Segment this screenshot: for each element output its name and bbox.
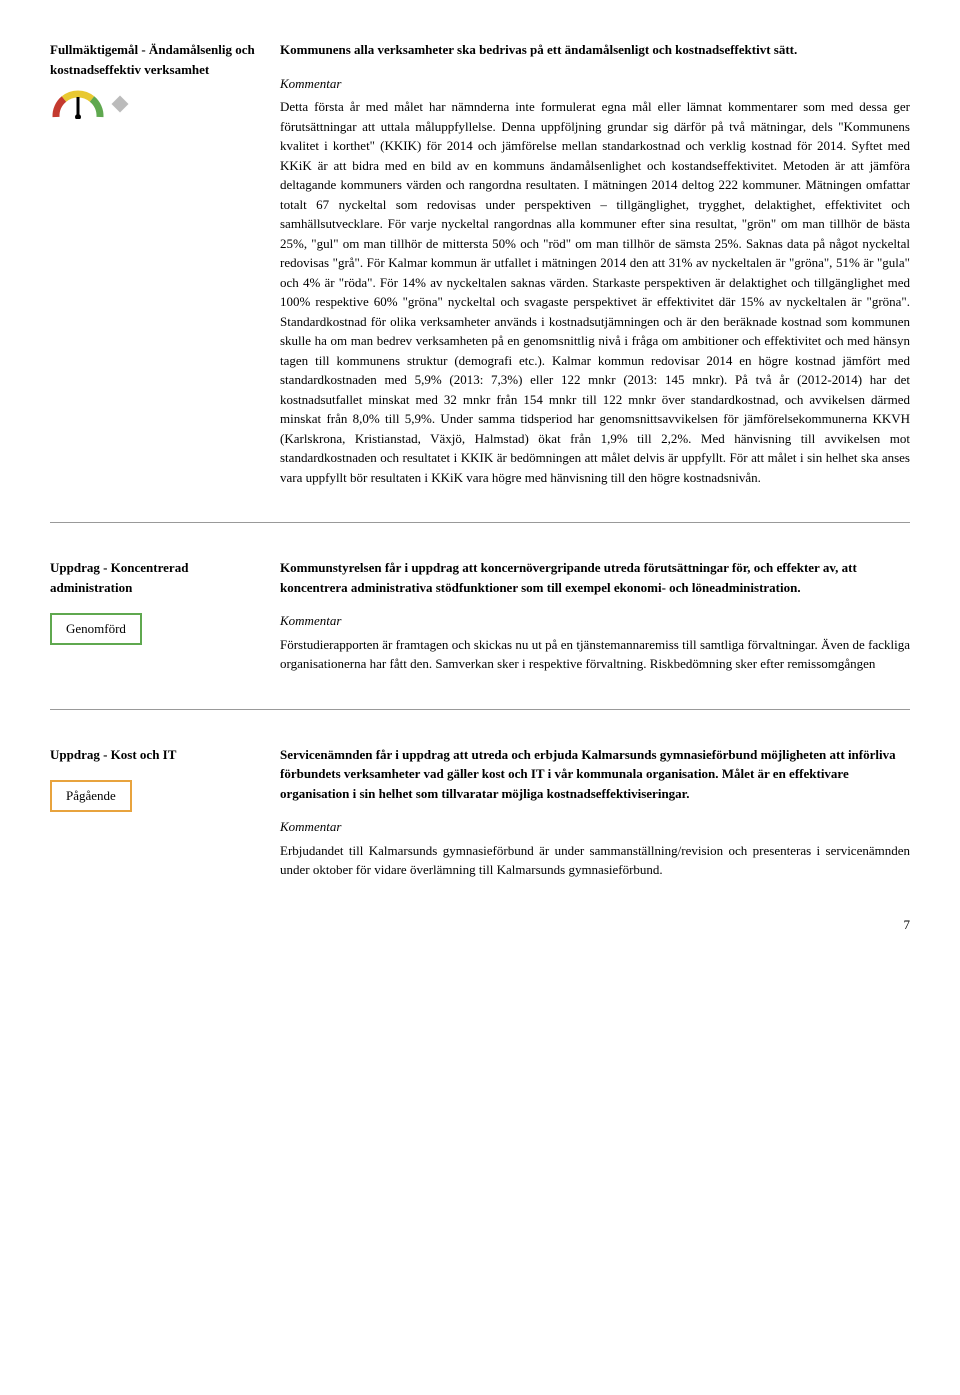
body-text: Förstudierapporten är framtagen och skic… [280, 635, 910, 674]
gauge-icon [50, 89, 106, 119]
right-column: Kommunens alla verksamheter ska bedrivas… [280, 40, 910, 487]
section-fullmaktigemal: Fullmäktigemål - Ändamålsenlig och kostn… [50, 40, 910, 487]
right-column: Kommunstyrelsen får i uppdrag att koncer… [280, 558, 910, 674]
section-title: Uppdrag - Kost och IT [50, 745, 260, 765]
intro-text: Kommunstyrelsen får i uppdrag att koncer… [280, 558, 910, 597]
divider [50, 522, 910, 523]
divider [50, 709, 910, 710]
section-koncentrerad: Uppdrag - Koncentrerad administration Ge… [50, 558, 910, 674]
intro-text: Servicenämnden får i uppdrag att utreda … [280, 745, 910, 804]
left-column: Uppdrag - Kost och IT Pågående [50, 745, 260, 880]
status-badge-genomford: Genomförd [50, 613, 142, 645]
body-text: Detta första år med målet har nämnderna … [280, 97, 910, 487]
section-title: Fullmäktigemål - Ändamålsenlig och kostn… [50, 40, 260, 79]
section-title: Uppdrag - Koncentrerad administration [50, 558, 260, 597]
diamond-marker [112, 96, 129, 113]
comment-label: Kommentar [280, 817, 910, 837]
page-number: 7 [50, 915, 910, 935]
comment-label: Kommentar [280, 611, 910, 631]
right-column: Servicenämnden får i uppdrag att utreda … [280, 745, 910, 880]
body-text: Erbjudandet till Kalmarsunds gymnasieför… [280, 841, 910, 880]
left-column: Uppdrag - Koncentrerad administration Ge… [50, 558, 260, 674]
gauge-indicator [50, 89, 260, 119]
status-badge-pagaende: Pågående [50, 780, 132, 812]
comment-label: Kommentar [280, 74, 910, 94]
section-kost-it: Uppdrag - Kost och IT Pågående Servicenä… [50, 745, 910, 880]
left-column: Fullmäktigemål - Ändamålsenlig och kostn… [50, 40, 260, 487]
intro-text: Kommunens alla verksamheter ska bedrivas… [280, 40, 910, 60]
